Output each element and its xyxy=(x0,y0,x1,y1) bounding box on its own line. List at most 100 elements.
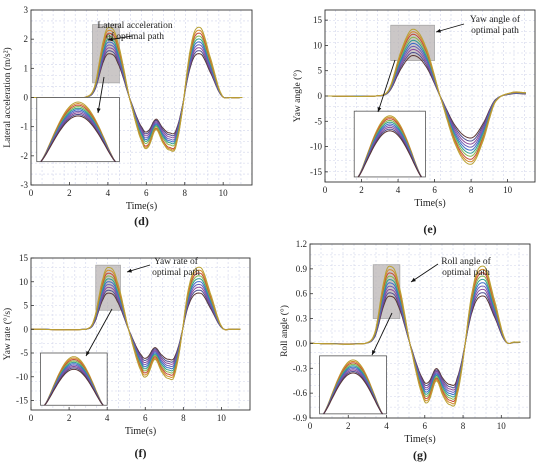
panel-f-series xyxy=(31,266,241,381)
x-tick-label: 0 xyxy=(29,413,34,423)
y-tick-label: 2 xyxy=(24,34,29,44)
panel-d-inset-curves xyxy=(40,101,116,163)
panel-d: 0 2 4 6 8 10 -3 -2 -1 0 1 2 3 Lateral acceleration of … xyxy=(2,5,253,228)
x-tick-label: 10 xyxy=(503,185,513,195)
y-tick-label: 0.3 xyxy=(296,314,308,324)
y-tick-label: -2 xyxy=(21,151,29,161)
x-tick-label: 0 xyxy=(323,185,328,195)
panel-e-plot: 0 2 4 6 8 10 -15 -10 -5 0 5 10 15 Yaw angle of optimal… xyxy=(310,9,536,195)
panel-d-ylabel: Lateral acceleration (m/s²) xyxy=(2,47,13,147)
panel-g: 0 2 4 6 8 10 -0.9 -0.6 -0.3 0.0 0.3 0.6 0.9 1.2 Roll a… xyxy=(279,239,531,462)
x-tick-label: 6 xyxy=(432,185,437,195)
annotation-arrowhead xyxy=(372,350,376,355)
panel-d-plot: 0 2 4 6 8 10 -3 -2 -1 0 1 2 3 Lateral acceleration of … xyxy=(21,5,253,198)
annotation-arrowhead xyxy=(108,37,113,42)
annotation-arrowhead xyxy=(96,108,101,113)
y-tick-label: -10 xyxy=(16,372,28,382)
series-line-1 xyxy=(325,28,526,165)
annotation-arrow xyxy=(371,312,393,356)
x-tick-label: 2 xyxy=(67,413,72,423)
series-line-1 xyxy=(310,265,521,407)
annotation-label: Yaw angle of optimal path xyxy=(470,14,521,36)
y-tick-label: 0 xyxy=(24,324,29,334)
panel-f-caption: (f) xyxy=(135,446,147,460)
x-tick-label: 0 xyxy=(29,188,34,198)
x-tick-label: 4 xyxy=(384,421,389,431)
inset-box xyxy=(36,97,120,163)
annotation-arrowhead xyxy=(377,107,382,112)
panel-g-caption: (g) xyxy=(413,448,427,462)
y-tick-label: -0.9 xyxy=(293,413,308,423)
y-tick-label: 3 xyxy=(24,5,29,15)
annotation-arrow xyxy=(97,76,105,114)
panel-e-inset-curves xyxy=(357,115,422,178)
x-tick-label: 10 xyxy=(219,188,229,198)
inset-box xyxy=(40,352,108,406)
axes-frame xyxy=(309,243,531,419)
x-tick-label: 6 xyxy=(144,188,149,198)
y-tick-label: -5 xyxy=(21,348,29,358)
annotation-label: Lateral acceleration of optimal path xyxy=(97,21,172,42)
inset-curve-10 xyxy=(357,130,422,178)
panel-g-ylabel: Roll angle (°) xyxy=(279,305,290,357)
y-tick-label: 15 xyxy=(19,253,29,263)
panel-f-ylabel: Yaw rate (°/s) xyxy=(2,308,13,360)
y-tick-label: -1 xyxy=(21,122,29,132)
y-tick-label: 15 xyxy=(313,15,323,25)
annotation-label: Yaw rate of optimal path xyxy=(152,256,200,278)
panel-f-xlabel: Time(s) xyxy=(125,426,156,437)
x-tick-label: 6 xyxy=(143,413,148,423)
x-tick-label: 8 xyxy=(469,185,474,195)
x-tick-label: 4 xyxy=(106,188,111,198)
y-tick-label: 1 xyxy=(24,63,29,73)
y-tick-label: 10 xyxy=(313,40,323,50)
annotation-arrow xyxy=(377,59,396,113)
x-tick-label: 8 xyxy=(461,421,466,431)
x-tick-label: 6 xyxy=(423,421,428,431)
panel-e-caption: (e) xyxy=(423,222,436,236)
panel-g-series xyxy=(310,265,521,407)
y-tick-label: -5 xyxy=(315,116,323,126)
x-tick-label: 8 xyxy=(181,413,186,423)
annotation-arrow xyxy=(85,308,113,357)
y-tick-label: -15 xyxy=(310,167,322,177)
x-tick-label: 10 xyxy=(497,421,507,431)
annotation-arrowhead xyxy=(411,277,416,282)
y-tick-label: 0 xyxy=(318,91,323,101)
y-tick-label: -15 xyxy=(16,396,28,406)
panel-e-xlabel: Time(s) xyxy=(414,198,445,209)
annotation-arrowhead xyxy=(436,28,441,33)
y-tick-label: 0.0 xyxy=(296,338,308,348)
annotation-arrow xyxy=(435,23,465,33)
annotation-label: Roll angle of optimal path xyxy=(441,256,491,278)
annotation-arrow xyxy=(410,263,439,283)
panel-d-xlabel: Time(s) xyxy=(126,201,157,212)
y-tick-label: -10 xyxy=(310,142,322,152)
annotation-arrowhead xyxy=(127,268,132,273)
panel-g-plot: 0 2 4 6 8 10 -0.9 -0.6 -0.3 0.0 0.3 0.6 0.9 1.2 Roll a… xyxy=(293,239,531,431)
panel-g-xlabel: Time(s) xyxy=(404,434,435,445)
y-tick-label: -0.6 xyxy=(293,388,308,398)
x-tick-label: 2 xyxy=(359,185,364,195)
panel-e-ylabel: Yaw angle (°) xyxy=(292,70,303,122)
y-tick-label: 0.9 xyxy=(296,264,308,274)
panel-f-inset-curves xyxy=(44,356,104,406)
x-tick-label: 4 xyxy=(396,185,401,195)
y-tick-label: 5 xyxy=(24,301,29,311)
axes-frame xyxy=(30,257,251,411)
y-tick-label: 1.2 xyxy=(296,239,307,249)
y-tick-label: 0 xyxy=(24,93,29,103)
panel-f: 0 2 4 6 8 10 -15 -10 -5 0 5 10 15 Yaw rate of optimal … xyxy=(2,253,251,460)
panel-f-plot: 0 2 4 6 8 10 -15 -10 -5 0 5 10 15 Yaw rate of optimal … xyxy=(16,253,251,423)
inset-curve-10 xyxy=(323,372,383,415)
x-tick-label: 10 xyxy=(217,413,227,423)
panel-g-inset-curves xyxy=(323,359,383,415)
series-line-1 xyxy=(31,266,241,381)
x-tick-label: 4 xyxy=(105,413,110,423)
inset-box xyxy=(353,110,426,178)
panel-e: 0 2 4 6 8 10 -15 -10 -5 0 5 10 15 Yaw angle of optimal… xyxy=(292,9,536,236)
y-tick-label: -3 xyxy=(21,180,29,190)
y-tick-label: 0.6 xyxy=(296,289,308,299)
x-tick-label: 2 xyxy=(346,421,351,431)
